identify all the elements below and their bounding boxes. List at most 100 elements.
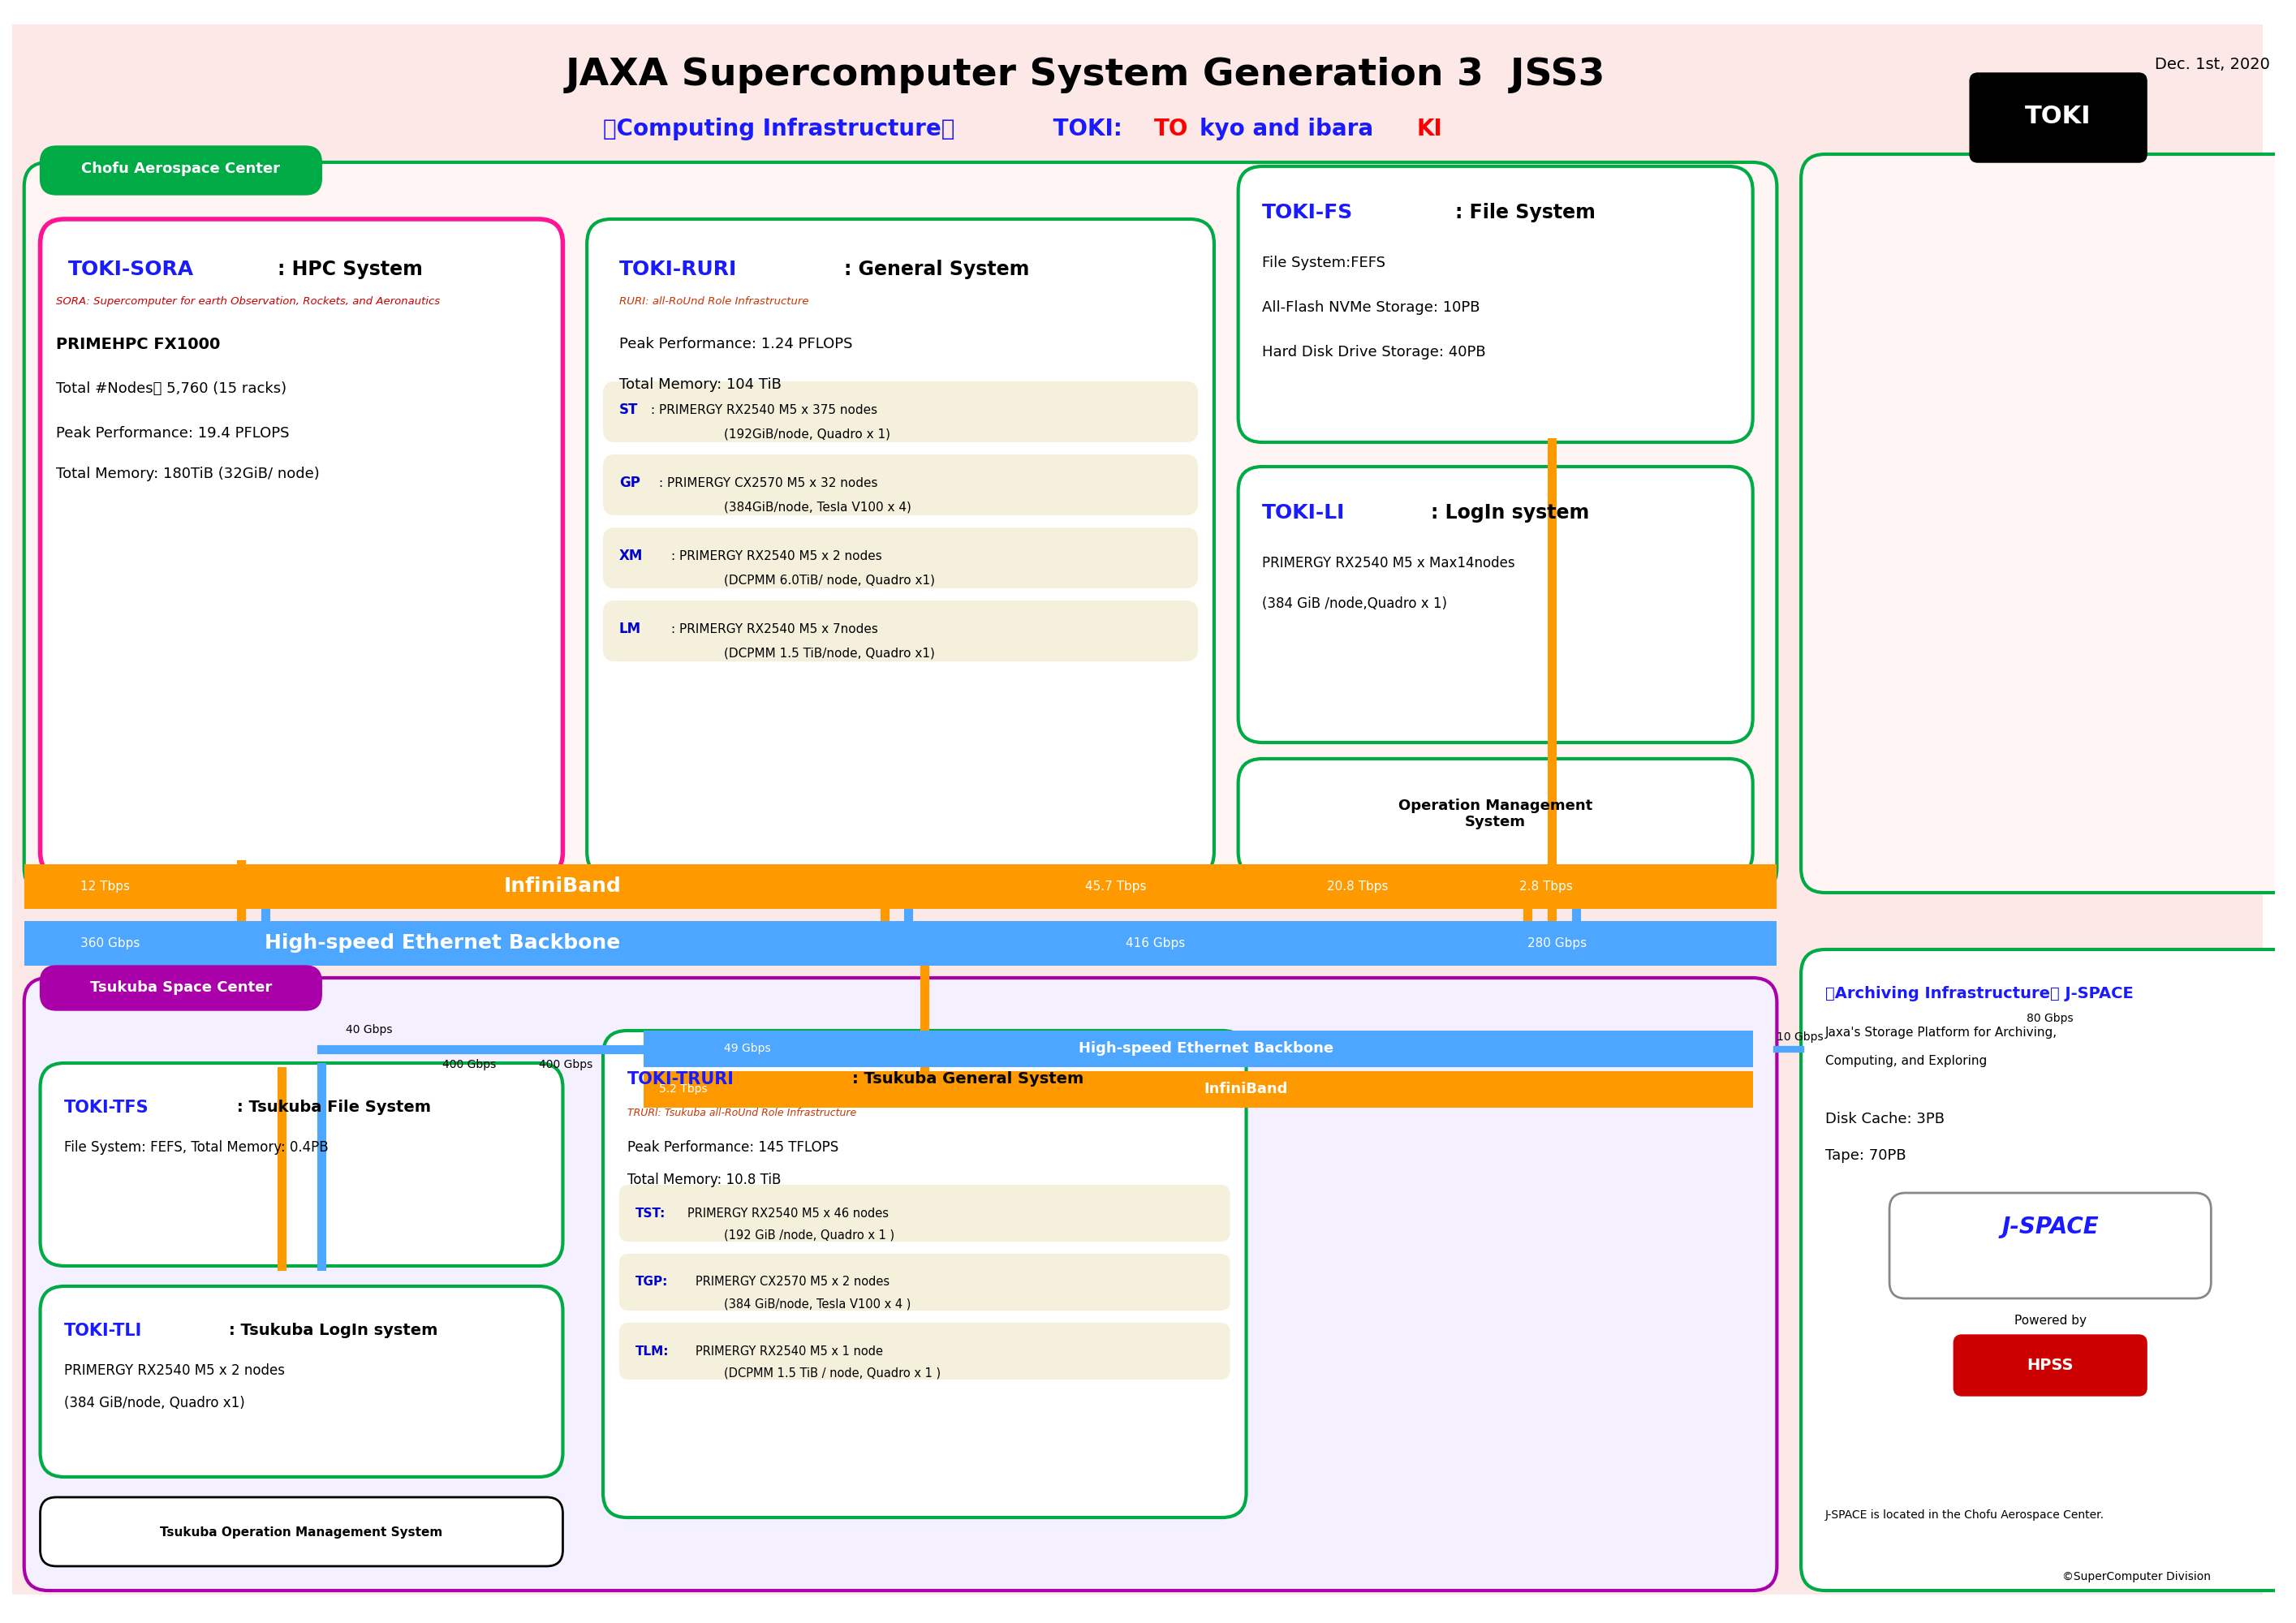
- Text: PRIMERGY RX2540 M5 x 1 node: PRIMERGY RX2540 M5 x 1 node: [696, 1345, 884, 1357]
- FancyBboxPatch shape: [41, 1496, 563, 1566]
- Text: Total #Nodes： 5,760 (15 racks): Total #Nodes： 5,760 (15 racks): [57, 381, 287, 396]
- Text: 40 Gbps: 40 Gbps: [347, 1024, 393, 1035]
- FancyBboxPatch shape: [25, 162, 1777, 893]
- Text: (DCPMM 1.5 TiB / node, Quadro x 1 ): (DCPMM 1.5 TiB / node, Quadro x 1 ): [723, 1367, 941, 1380]
- Text: InfiniBand: InfiniBand: [1205, 1081, 1288, 1097]
- Text: : General System: : General System: [845, 260, 1029, 279]
- Text: Chofu Aerospace Center: Chofu Aerospace Center: [80, 161, 280, 175]
- Text: J-SPACE is located in the Chofu Aerospace Center.: J-SPACE is located in the Chofu Aerospac…: [1825, 1509, 2105, 1521]
- Text: InfiniBand: InfiniBand: [505, 876, 622, 896]
- Text: 280 Gbps: 280 Gbps: [1527, 936, 1587, 949]
- Text: (DCPMM 6.0TiB/ node, Quadro x1): (DCPMM 6.0TiB/ node, Quadro x1): [723, 575, 934, 586]
- Text: : File System: : File System: [1456, 203, 1596, 222]
- Text: PRIMEHPC FX1000: PRIMEHPC FX1000: [57, 338, 220, 352]
- FancyBboxPatch shape: [1970, 73, 2147, 162]
- Text: File System: FEFS, Total Memory: 0.4PB: File System: FEFS, Total Memory: 0.4PB: [64, 1139, 328, 1156]
- FancyBboxPatch shape: [588, 219, 1215, 876]
- Text: RURI: all-RoUnd Role Infrastructure: RURI: all-RoUnd Role Infrastructure: [620, 295, 808, 307]
- Text: 400 Gbps: 400 Gbps: [540, 1058, 592, 1071]
- Text: High-speed Ethernet Backbone: High-speed Ethernet Backbone: [1079, 1042, 1334, 1055]
- Text: TOKI: TOKI: [2025, 104, 2092, 128]
- Text: : PRIMERGY RX2540 M5 x 375 nodes: : PRIMERGY RX2540 M5 x 375 nodes: [652, 404, 877, 415]
- Bar: [643, 1031, 1752, 1068]
- FancyBboxPatch shape: [604, 601, 1199, 662]
- Text: TOKI-TFS: TOKI-TFS: [64, 1100, 149, 1117]
- Text: 2.8 Tbps: 2.8 Tbps: [1520, 880, 1573, 893]
- Text: 45.7 Tbps: 45.7 Tbps: [1086, 880, 1146, 893]
- FancyBboxPatch shape: [41, 966, 321, 1010]
- Text: All-Flash NVMe Storage: 10PB: All-Flash NVMe Storage: 10PB: [1263, 300, 1481, 315]
- Text: 12 Tbps: 12 Tbps: [80, 880, 131, 893]
- Bar: [25, 920, 1777, 966]
- Text: 80 Gbps: 80 Gbps: [2027, 1013, 2073, 1024]
- Text: High-speed Ethernet Backbone: High-speed Ethernet Backbone: [264, 933, 620, 953]
- Text: kyo and ibara: kyo and ibara: [1199, 118, 1373, 141]
- Text: Peak Performance: 1.24 PFLOPS: Peak Performance: 1.24 PFLOPS: [620, 338, 852, 352]
- Text: 400 Gbps: 400 Gbps: [443, 1058, 496, 1071]
- Text: TOKI:: TOKI:: [1045, 118, 1130, 141]
- Text: GP: GP: [620, 476, 641, 490]
- Text: TLM:: TLM:: [636, 1345, 668, 1357]
- FancyBboxPatch shape: [604, 1031, 1247, 1518]
- Text: (192 GiB /node, Quadro x 1 ): (192 GiB /node, Quadro x 1 ): [723, 1229, 893, 1242]
- Text: SORA: Supercomputer for earth Observation, Rockets, and Aeronautics: SORA: Supercomputer for earth Observatio…: [57, 295, 441, 307]
- FancyBboxPatch shape: [620, 1323, 1231, 1380]
- Text: Tape: 70PB: Tape: 70PB: [1825, 1149, 1906, 1162]
- FancyBboxPatch shape: [620, 1185, 1231, 1242]
- Text: JAXA Supercomputer System Generation 3  JSS3: JAXA Supercomputer System Generation 3 J…: [565, 57, 1605, 93]
- Text: XM: XM: [620, 549, 643, 563]
- Bar: [25, 863, 1777, 909]
- Text: : HPC System: : HPC System: [278, 260, 422, 279]
- Text: Powered by: Powered by: [2014, 1315, 2087, 1328]
- Text: Peak Performance: 145 TFLOPS: Peak Performance: 145 TFLOPS: [627, 1139, 838, 1156]
- FancyBboxPatch shape: [41, 219, 563, 876]
- Text: 5.2 Tbps: 5.2 Tbps: [659, 1084, 707, 1094]
- Text: : PRIMERGY RX2540 M5 x 2 nodes: : PRIMERGY RX2540 M5 x 2 nodes: [670, 550, 882, 562]
- Text: Operation Management
System: Operation Management System: [1398, 799, 1593, 829]
- Text: : LogIn system: : LogIn system: [1430, 503, 1589, 523]
- Text: (DCPMM 1.5 TiB/node, Quadro x1): (DCPMM 1.5 TiB/node, Quadro x1): [723, 648, 934, 659]
- Text: PRIMERGY CX2570 M5 x 2 nodes: PRIMERGY CX2570 M5 x 2 nodes: [696, 1276, 889, 1289]
- Text: TO: TO: [1155, 118, 1187, 141]
- Text: Tsukuba Space Center: Tsukuba Space Center: [90, 980, 271, 995]
- Text: 【Archiving Infrastructure】 J-SPACE: 【Archiving Infrastructure】 J-SPACE: [1825, 985, 2133, 1001]
- FancyBboxPatch shape: [1238, 760, 1752, 876]
- Text: : Tsukuba General System: : Tsukuba General System: [852, 1071, 1084, 1087]
- FancyBboxPatch shape: [41, 1285, 563, 1477]
- FancyBboxPatch shape: [1800, 154, 2296, 893]
- Bar: [643, 1071, 1752, 1107]
- Text: (384GiB/node, Tesla V100 x 4): (384GiB/node, Tesla V100 x 4): [723, 502, 912, 513]
- FancyBboxPatch shape: [604, 381, 1199, 441]
- FancyBboxPatch shape: [1238, 467, 1752, 743]
- Text: TOKI-TRURI: TOKI-TRURI: [627, 1071, 735, 1087]
- Text: TST:: TST:: [636, 1208, 666, 1219]
- Text: ©SuperComputer Division: ©SuperComputer Division: [2062, 1571, 2211, 1582]
- Text: : PRIMERGY RX2540 M5 x 7nodes: : PRIMERGY RX2540 M5 x 7nodes: [670, 623, 877, 635]
- Text: LM: LM: [620, 622, 641, 636]
- Text: KI: KI: [1417, 118, 1442, 141]
- Text: (384 GiB/node, Quadro x1): (384 GiB/node, Quadro x1): [64, 1396, 246, 1410]
- Text: 10 Gbps: 10 Gbps: [1777, 1032, 1823, 1044]
- Text: Peak Performance: 19.4 PFLOPS: Peak Performance: 19.4 PFLOPS: [57, 425, 289, 440]
- Text: 416 Gbps: 416 Gbps: [1125, 936, 1185, 949]
- Text: : Tsukuba File System: : Tsukuba File System: [236, 1100, 432, 1115]
- Text: PRIMERGY RX2540 M5 x 46 nodes: PRIMERGY RX2540 M5 x 46 nodes: [687, 1208, 889, 1219]
- FancyBboxPatch shape: [620, 1253, 1231, 1311]
- Text: J-SPACE: J-SPACE: [2002, 1216, 2099, 1238]
- Text: TRURl: Tsukuba all-RoUnd Role Infrastructure: TRURl: Tsukuba all-RoUnd Role Infrastruc…: [627, 1107, 856, 1118]
- FancyBboxPatch shape: [25, 977, 1777, 1591]
- FancyBboxPatch shape: [41, 146, 321, 195]
- Text: TGP:: TGP:: [636, 1276, 668, 1289]
- Text: TOKI-FS: TOKI-FS: [1263, 203, 1352, 222]
- FancyBboxPatch shape: [1800, 949, 2296, 1591]
- Text: PRIMERGY RX2540 M5 x 2 nodes: PRIMERGY RX2540 M5 x 2 nodes: [64, 1363, 285, 1378]
- Text: TOKI-SORA: TOKI-SORA: [69, 260, 195, 279]
- Text: ST: ST: [620, 403, 638, 417]
- FancyBboxPatch shape: [1238, 167, 1752, 441]
- FancyBboxPatch shape: [604, 454, 1199, 516]
- Text: (384 GiB /node,Quadro x 1): (384 GiB /node,Quadro x 1): [1263, 596, 1446, 610]
- Text: 360 Gbps: 360 Gbps: [80, 936, 140, 949]
- Text: Dec. 1st, 2020: Dec. 1st, 2020: [2154, 57, 2271, 71]
- Text: Tsukuba Operation Management System: Tsukuba Operation Management System: [161, 1526, 443, 1539]
- FancyBboxPatch shape: [1890, 1193, 2211, 1298]
